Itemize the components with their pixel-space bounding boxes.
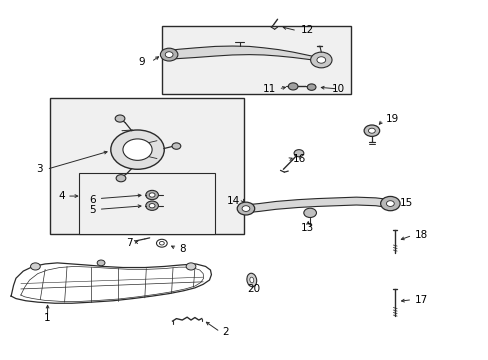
Circle shape xyxy=(172,143,181,149)
Circle shape xyxy=(122,139,152,160)
Circle shape xyxy=(145,201,158,210)
Text: 20: 20 xyxy=(247,284,260,294)
Text: 17: 17 xyxy=(414,295,427,305)
Circle shape xyxy=(287,83,297,90)
Text: 9: 9 xyxy=(138,57,144,67)
Circle shape xyxy=(111,130,164,169)
Bar xyxy=(162,26,351,94)
Circle shape xyxy=(316,57,325,63)
Circle shape xyxy=(310,52,331,68)
Circle shape xyxy=(115,115,124,122)
Text: 19: 19 xyxy=(385,114,398,124)
Circle shape xyxy=(165,52,173,58)
Text: 16: 16 xyxy=(292,154,306,163)
Circle shape xyxy=(160,48,178,61)
Text: 10: 10 xyxy=(331,84,345,94)
Circle shape xyxy=(97,260,105,266)
Circle shape xyxy=(186,263,196,270)
Text: 3: 3 xyxy=(36,164,42,174)
Text: 5: 5 xyxy=(89,205,96,215)
Circle shape xyxy=(306,84,315,90)
Text: 13: 13 xyxy=(301,223,314,233)
Circle shape xyxy=(368,128,374,133)
Circle shape xyxy=(303,208,316,217)
Text: 6: 6 xyxy=(89,195,96,204)
Circle shape xyxy=(145,190,158,200)
Polygon shape xyxy=(166,46,322,62)
Text: 7: 7 xyxy=(126,238,132,248)
Circle shape xyxy=(386,201,393,206)
Text: 1: 1 xyxy=(44,312,51,323)
Polygon shape xyxy=(244,197,389,213)
Circle shape xyxy=(293,150,303,157)
Circle shape xyxy=(149,203,155,208)
Text: 4: 4 xyxy=(58,191,64,201)
Text: 12: 12 xyxy=(300,25,313,35)
Text: 11: 11 xyxy=(263,84,276,94)
Text: 2: 2 xyxy=(222,327,229,337)
Ellipse shape xyxy=(249,277,253,283)
Circle shape xyxy=(116,175,125,182)
Circle shape xyxy=(380,197,399,211)
Ellipse shape xyxy=(246,273,256,287)
Text: 18: 18 xyxy=(414,230,427,240)
Text: 15: 15 xyxy=(399,198,412,208)
Bar xyxy=(79,173,215,234)
Bar xyxy=(50,98,244,234)
Circle shape xyxy=(242,206,249,211)
Circle shape xyxy=(237,202,254,215)
Circle shape xyxy=(364,125,379,136)
Circle shape xyxy=(149,193,155,197)
Circle shape xyxy=(30,263,40,270)
Text: 8: 8 xyxy=(179,244,185,253)
Text: 14: 14 xyxy=(226,197,239,206)
